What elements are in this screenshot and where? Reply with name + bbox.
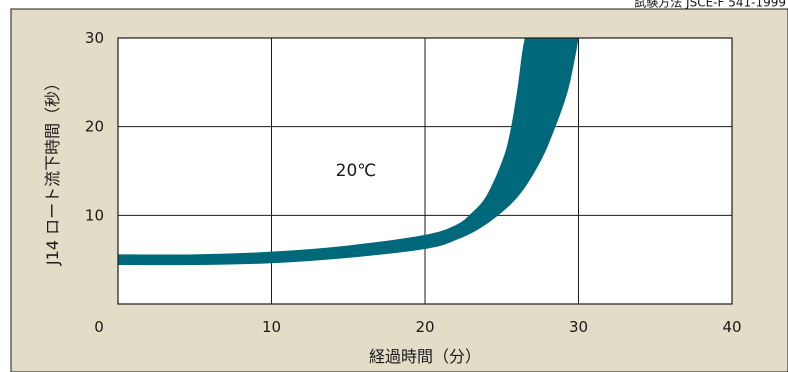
grid-lines xyxy=(118,38,732,304)
y-tick-label-1: 20 xyxy=(85,118,104,136)
x-tick-label-0: 0 xyxy=(94,318,104,336)
y-axis-title: J14 ロート流下時間（秒） xyxy=(43,75,62,266)
y-tick-labels: 10 20 30 xyxy=(85,29,104,224)
test-method-note: 試験方法 JSCE-F 541-1999 xyxy=(634,0,786,10)
x-tick-label-4: 40 xyxy=(722,318,741,336)
x-tick-label-3: 30 xyxy=(569,318,588,336)
y-tick-label-2: 30 xyxy=(85,29,104,47)
plot-border xyxy=(117,37,733,305)
x-axis-title: 経過時間（分） xyxy=(369,347,481,366)
temperature-annotation: 20℃ xyxy=(336,161,377,181)
x-tick-label-2: 20 xyxy=(415,318,434,336)
x-tick-labels: 0 10 20 30 40 xyxy=(94,318,741,336)
y-tick-label-0: 10 xyxy=(85,206,104,224)
data-band xyxy=(118,38,579,266)
x-tick-label-1: 10 xyxy=(262,318,281,336)
